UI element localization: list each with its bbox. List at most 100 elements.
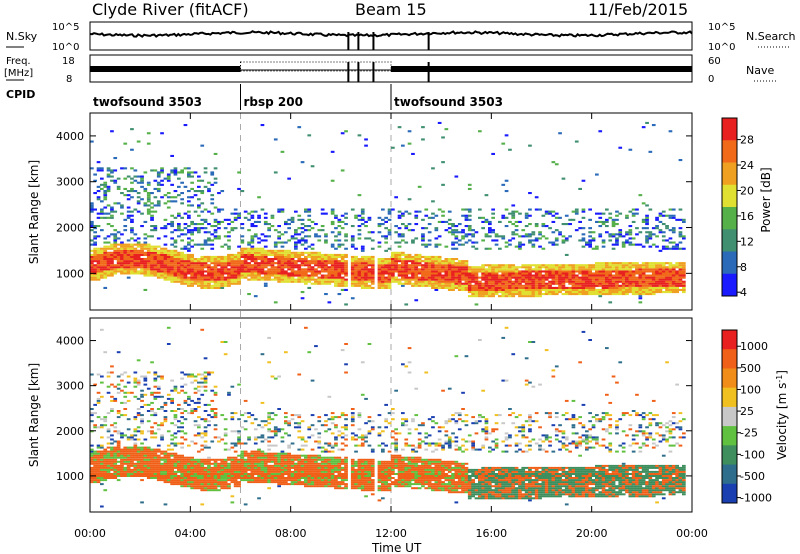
range-gate-cell xyxy=(260,251,265,254)
range-gate-cell xyxy=(324,235,328,238)
range-gate-cell xyxy=(156,200,161,203)
range-gate-cell xyxy=(150,266,154,269)
range-gate-cell xyxy=(106,450,111,453)
range-gate-cell xyxy=(447,276,452,279)
range-gate-cell xyxy=(521,291,526,294)
range-gate-cell xyxy=(668,288,673,291)
range-gate-cell xyxy=(554,212,559,215)
range-gate-cell xyxy=(394,268,398,271)
range-gate-cell xyxy=(143,171,148,174)
range-gate-cell xyxy=(193,272,198,275)
range-gate-cell xyxy=(588,266,592,269)
range-gate-cell xyxy=(648,270,653,273)
range-gate-cell xyxy=(521,278,526,281)
range-gate-cell xyxy=(220,286,225,289)
range-gate-cell xyxy=(548,227,552,230)
range-gate-cell xyxy=(156,462,161,465)
range-gate-cell xyxy=(120,192,124,195)
range-gate-cell xyxy=(93,227,97,230)
range-gate-cell xyxy=(578,288,582,291)
range-gate-cell xyxy=(474,278,479,281)
range-gate-cell xyxy=(488,295,492,298)
range-gate-cell xyxy=(190,229,194,232)
range-gate-cell xyxy=(501,295,506,298)
range-gate-cell xyxy=(130,253,134,256)
range-gate-cell xyxy=(290,274,295,277)
range-gate-cell xyxy=(213,487,218,490)
range-gate-cell xyxy=(253,225,258,228)
range-gate-cell xyxy=(133,450,138,453)
range-gate-cell xyxy=(504,295,509,298)
range-gate-cell xyxy=(197,487,201,490)
range-gate-cell xyxy=(447,270,452,273)
range-gate-cell xyxy=(280,278,285,281)
range-gate-cell xyxy=(675,274,679,277)
range-gate-cell xyxy=(598,264,603,267)
range-gate-cell xyxy=(120,204,124,207)
range-gate-cell xyxy=(434,288,439,291)
range-gate-cell xyxy=(635,262,639,265)
range-gate-cell xyxy=(668,286,673,289)
range-gate-cell xyxy=(223,470,228,473)
range-gate-cell xyxy=(123,448,128,451)
range-gate-cell xyxy=(193,210,198,213)
range-gate-cell xyxy=(193,227,198,230)
range-gate-cell xyxy=(273,276,278,279)
range-gate-cell xyxy=(598,220,603,223)
range-gate-cell xyxy=(561,270,566,273)
range-gate-cell xyxy=(364,237,368,240)
range-gate-cell xyxy=(267,274,271,277)
range-gate-cell xyxy=(233,260,238,263)
range-gate-cell xyxy=(187,475,191,477)
range-gate-cell xyxy=(464,264,469,267)
range-gate-cell xyxy=(364,260,368,263)
range-gate-cell xyxy=(113,243,118,246)
range-gate-cell xyxy=(197,284,201,287)
range-gate-cell xyxy=(237,466,241,469)
range-gate-cell xyxy=(113,210,118,213)
range-gate-cell xyxy=(387,266,392,269)
range-gate-cell xyxy=(478,284,482,287)
range-gate-cell xyxy=(173,216,178,219)
range-gate-cell xyxy=(153,260,158,263)
range-gate-cell xyxy=(554,229,559,232)
range-gate-cell xyxy=(153,225,158,228)
range-gate-cell xyxy=(284,272,288,275)
range-gate-cell xyxy=(200,268,205,271)
range-gate-cell xyxy=(173,274,178,277)
range-gate-cell xyxy=(207,258,211,261)
range-gate-cell xyxy=(538,272,542,275)
range-gate-cell xyxy=(247,278,251,281)
range-gate-cell xyxy=(270,249,275,252)
range-gate-cell xyxy=(263,276,268,279)
range-gate-cell xyxy=(294,260,298,263)
range-gate-cell xyxy=(90,278,94,281)
range-gate-cell xyxy=(541,214,546,217)
range-gate-cell xyxy=(116,473,121,475)
range-gate-cell xyxy=(126,276,131,279)
range-gate-cell xyxy=(641,218,646,221)
range-gate-cell xyxy=(427,274,432,277)
range-gate-cell xyxy=(605,286,609,289)
range-gate-cell xyxy=(136,245,141,248)
range-gate-cell xyxy=(190,440,194,443)
range-gate-cell xyxy=(90,264,94,267)
range-gate-cell xyxy=(210,470,215,473)
range-gate-cell xyxy=(661,272,666,275)
range-gate-cell xyxy=(370,258,375,261)
range-gate-cell xyxy=(367,278,372,281)
range-gate-cell xyxy=(334,274,338,277)
range-gate-cell xyxy=(611,276,616,279)
range-gate-cell xyxy=(163,479,168,482)
range-gate-cell xyxy=(93,403,97,406)
range-gate-cell xyxy=(253,253,258,256)
range-gate-cell xyxy=(387,210,392,213)
range-gate-cell xyxy=(340,220,345,223)
range-gate-cell xyxy=(257,214,261,217)
range-gate-cell xyxy=(203,274,208,277)
range-gate-cell xyxy=(284,264,288,267)
range-gate-cell xyxy=(197,450,201,453)
range-gate-cell xyxy=(564,274,569,277)
range-gate-cell xyxy=(504,274,509,277)
range-gate-cell xyxy=(645,266,649,269)
